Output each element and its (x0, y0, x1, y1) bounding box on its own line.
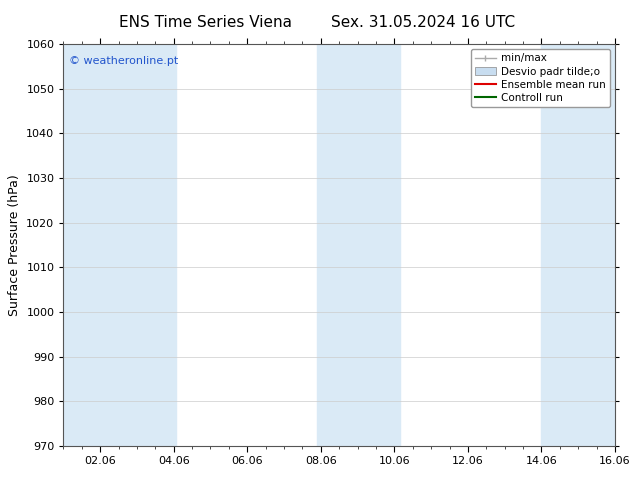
Bar (63, 44, 135, 446)
Y-axis label: Surface Pressure (hPa): Surface Pressure (hPa) (8, 174, 21, 316)
Bar (579, 44, 615, 446)
Text: © weatheronline.pt: © weatheronline.pt (69, 56, 178, 66)
Text: ENS Time Series Viena        Sex. 31.05.2024 16 UTC: ENS Time Series Viena Sex. 31.05.2024 16… (119, 15, 515, 30)
Bar (358, 44, 400, 446)
Legend: min/max, Desvio padr tilde;o, Ensemble mean run, Controll run: min/max, Desvio padr tilde;o, Ensemble m… (470, 49, 610, 107)
Bar (541, 44, 579, 446)
Bar (135, 44, 176, 446)
Bar (317, 44, 358, 446)
